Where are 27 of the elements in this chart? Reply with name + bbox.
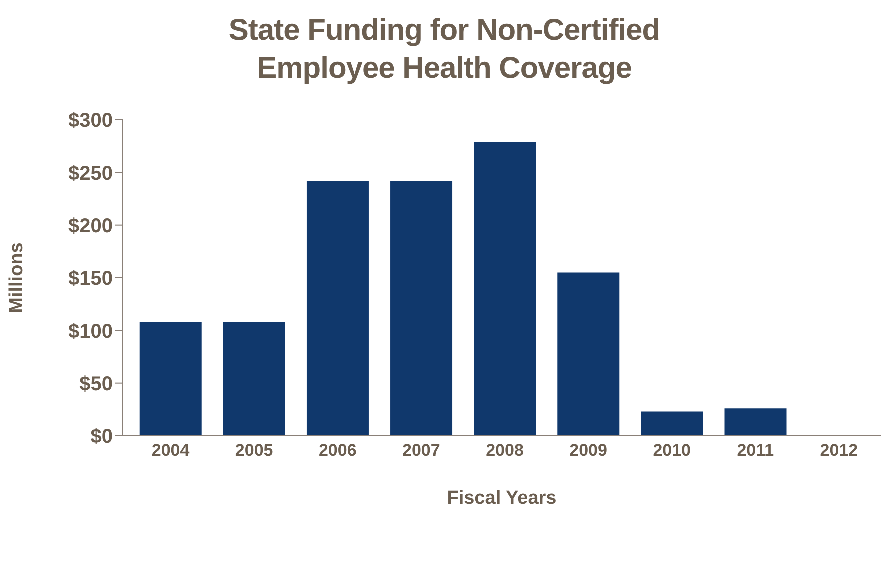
y-axis-title: Millions bbox=[6, 242, 28, 314]
x-tick-label: 2005 bbox=[235, 441, 274, 460]
y-tick-label: $50 bbox=[80, 373, 113, 396]
x-tick-label: 2012 bbox=[820, 441, 858, 460]
x-tick-label: 2007 bbox=[402, 441, 440, 460]
bar bbox=[140, 322, 202, 436]
x-tick-label: 2006 bbox=[318, 441, 357, 460]
x-tick-label: 2009 bbox=[570, 441, 608, 460]
x-tick-label: 2004 bbox=[152, 441, 190, 460]
y-tick-label: $100 bbox=[68, 320, 113, 343]
bar bbox=[306, 181, 369, 436]
bar bbox=[474, 142, 536, 436]
y-tick-label: $0 bbox=[90, 426, 113, 448]
bar bbox=[223, 322, 286, 436]
x-tick-label: 2010 bbox=[653, 441, 692, 460]
bar bbox=[558, 272, 620, 436]
y-tick-label: $150 bbox=[68, 268, 113, 290]
x-axis-title: Fiscal Years bbox=[447, 488, 557, 509]
bar bbox=[641, 412, 704, 436]
bar bbox=[390, 181, 453, 436]
y-tick-label: $250 bbox=[68, 162, 113, 185]
x-tick-label: 2011 bbox=[737, 441, 774, 460]
y-tick-label: $200 bbox=[68, 215, 113, 238]
bar bbox=[724, 408, 787, 436]
y-tick-label: $300 bbox=[68, 110, 113, 132]
chart-title: State Funding for Non-Certified Employee Health Coverage bbox=[228, 13, 662, 87]
x-tick-label: 2008 bbox=[486, 441, 524, 460]
